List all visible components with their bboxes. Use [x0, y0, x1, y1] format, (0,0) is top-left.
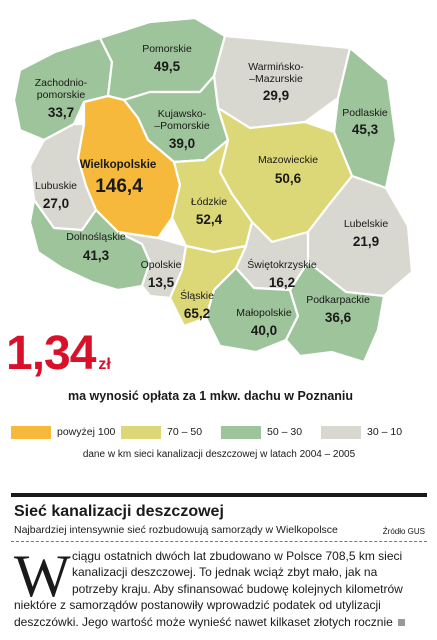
- body-line: ciągu ostatnich dwóch lat zbudowano w Po…: [72, 549, 403, 563]
- region-value: 29,9: [263, 88, 289, 103]
- legend-swatch: [11, 425, 51, 439]
- price-caption: ma wynosić opłata za 1 mkw. dachu w Pozn…: [68, 389, 354, 403]
- label-podkarpackie: Podkarpackie 36,6: [306, 294, 370, 325]
- region-podkarpackie: [284, 260, 386, 364]
- source-credit: Źródło GUS: [382, 527, 425, 536]
- label-podlaskie: Podlaskie 45,3: [342, 107, 388, 137]
- body-line: kanalizacji deszczowej. To jednak wciąż …: [72, 565, 378, 580]
- region-name-line1: Kujawsko-: [158, 108, 207, 120]
- legend-label: 70 – 50: [167, 426, 203, 438]
- region-value: 49,5: [154, 59, 181, 74]
- end-mark-icon: [397, 618, 405, 626]
- legend-swatch: [321, 425, 361, 439]
- region-value: 40,0: [251, 323, 277, 338]
- region-value: 52,4: [196, 212, 223, 227]
- label-dolnoslaskie: Dolnośląskie 41,3: [66, 231, 126, 263]
- dropcap: W: [14, 543, 71, 609]
- region-value: 16,2: [269, 275, 295, 290]
- article-title: Sieć kanalizacji deszczowej: [14, 503, 224, 520]
- label-lubelskie: Lubelskie 21,9: [344, 218, 389, 249]
- region-value: 13,5: [148, 275, 175, 290]
- region-name: Lubelskie: [344, 218, 389, 230]
- region-name: Podlaskie: [342, 107, 388, 119]
- region-name-line2: –Mazurskie: [249, 73, 303, 85]
- legend-item-above-100: powyżej 100: [11, 425, 115, 439]
- legend-swatch: [221, 425, 261, 439]
- label-malopolskie: Małopolskie 40,0: [236, 307, 292, 338]
- region-name: Dolnośląskie: [66, 231, 126, 243]
- price-unit: zł: [98, 356, 111, 373]
- label-mazowieckie: Mazowieckie 50,6: [258, 154, 318, 186]
- region-name-line2: pomorskie: [37, 89, 86, 101]
- legend-item-50-30: 50 – 30: [221, 425, 302, 439]
- region-name-line1: Zachodnio-: [35, 77, 88, 89]
- region-value: 41,3: [83, 248, 110, 263]
- region-value: 21,9: [353, 234, 379, 249]
- region-name: Opolskie: [141, 259, 182, 271]
- label-pomorskie: Pomorskie 49,5: [142, 43, 192, 74]
- region-name: Małopolskie: [236, 307, 292, 319]
- body-line: potrzeby kraju. Aby sfinansować budowę k…: [72, 581, 403, 596]
- label-swietokrzyskie: Świętokrzyskie 16,2: [247, 258, 317, 290]
- region-value: 27,0: [43, 196, 69, 211]
- legend-label: 50 – 30: [267, 426, 303, 438]
- article-body: ciągu ostatnich dwóch lat zbudowano w Po…: [14, 548, 428, 630]
- body-line: niektóre z samorządów postanowiły wprowa…: [14, 598, 381, 613]
- label-lubuskie: Lubuskie 27,0: [35, 180, 77, 211]
- body-line-text: deszczówki. Jego wartość może wynieść na…: [14, 614, 393, 629]
- region-name: Lubuskie: [35, 180, 77, 192]
- region-name: Łódzkie: [191, 196, 227, 208]
- legend: powyżej 100 70 – 50 50 – 30 30 – 10 dane…: [11, 425, 427, 460]
- region-value: 39,0: [169, 136, 195, 151]
- body-line-last: deszczówki. Jego wartość może wynieść na…: [14, 614, 428, 630]
- region-value: 50,6: [275, 171, 302, 186]
- legend-item-70-50: 70 – 50: [121, 425, 202, 439]
- label-lodzkie: Łódzkie 52,4: [191, 196, 227, 227]
- region-value: 33,7: [48, 105, 74, 120]
- label-wielkopolskie: Wielkopolskie 146,4: [80, 159, 157, 197]
- region-value: 146,4: [95, 176, 143, 197]
- legend-swatch: [121, 425, 161, 439]
- region-opolskie: [116, 230, 188, 300]
- price-value: 1,34: [6, 327, 96, 380]
- region-name: Wielkopolskie: [80, 159, 157, 171]
- section-divider: [11, 493, 427, 497]
- region-name: Mazowieckie: [258, 154, 318, 166]
- poland-voivodeship-map: Pomorskie 49,5 Warmińsko- –Mazurskie 29,…: [12, 16, 414, 364]
- region-value: 65,2: [184, 306, 210, 321]
- region-name-line2: –Pomorskie: [154, 120, 210, 132]
- region-value: 45,3: [352, 122, 379, 137]
- region-value: 36,6: [325, 310, 352, 325]
- region-name: Śląskie: [180, 289, 214, 302]
- article-subtitle: Najbardziej intensywnie sieć rozbudowują…: [14, 524, 338, 536]
- label-opolskie: Opolskie 13,5: [141, 259, 182, 290]
- legend-label: 30 – 10: [367, 426, 403, 438]
- label-zachodniopomorskie: Zachodnio- pomorskie 33,7: [35, 77, 88, 120]
- label-warminsko-mazurskie: Warmińsko- –Mazurskie 29,9: [248, 61, 304, 103]
- region-name: Świętokrzyskie: [247, 258, 317, 271]
- label-slaskie: Śląskie 65,2: [180, 289, 214, 321]
- legend-item-30-10: 30 – 10: [321, 425, 402, 439]
- region-name: Podkarpackie: [306, 294, 370, 306]
- legend-label: powyżej 100: [57, 426, 116, 438]
- label-kujawsko-pomorskie: Kujawsko- –Pomorskie 39,0: [154, 108, 210, 151]
- legend-note: dane w km sieci kanalizacji deszczowej w…: [82, 449, 356, 460]
- region-name: Pomorskie: [142, 43, 192, 55]
- price-figure: 1,34 zł: [6, 330, 111, 378]
- region-name-line1: Warmińsko-: [248, 61, 304, 73]
- dashed-divider: [11, 541, 427, 542]
